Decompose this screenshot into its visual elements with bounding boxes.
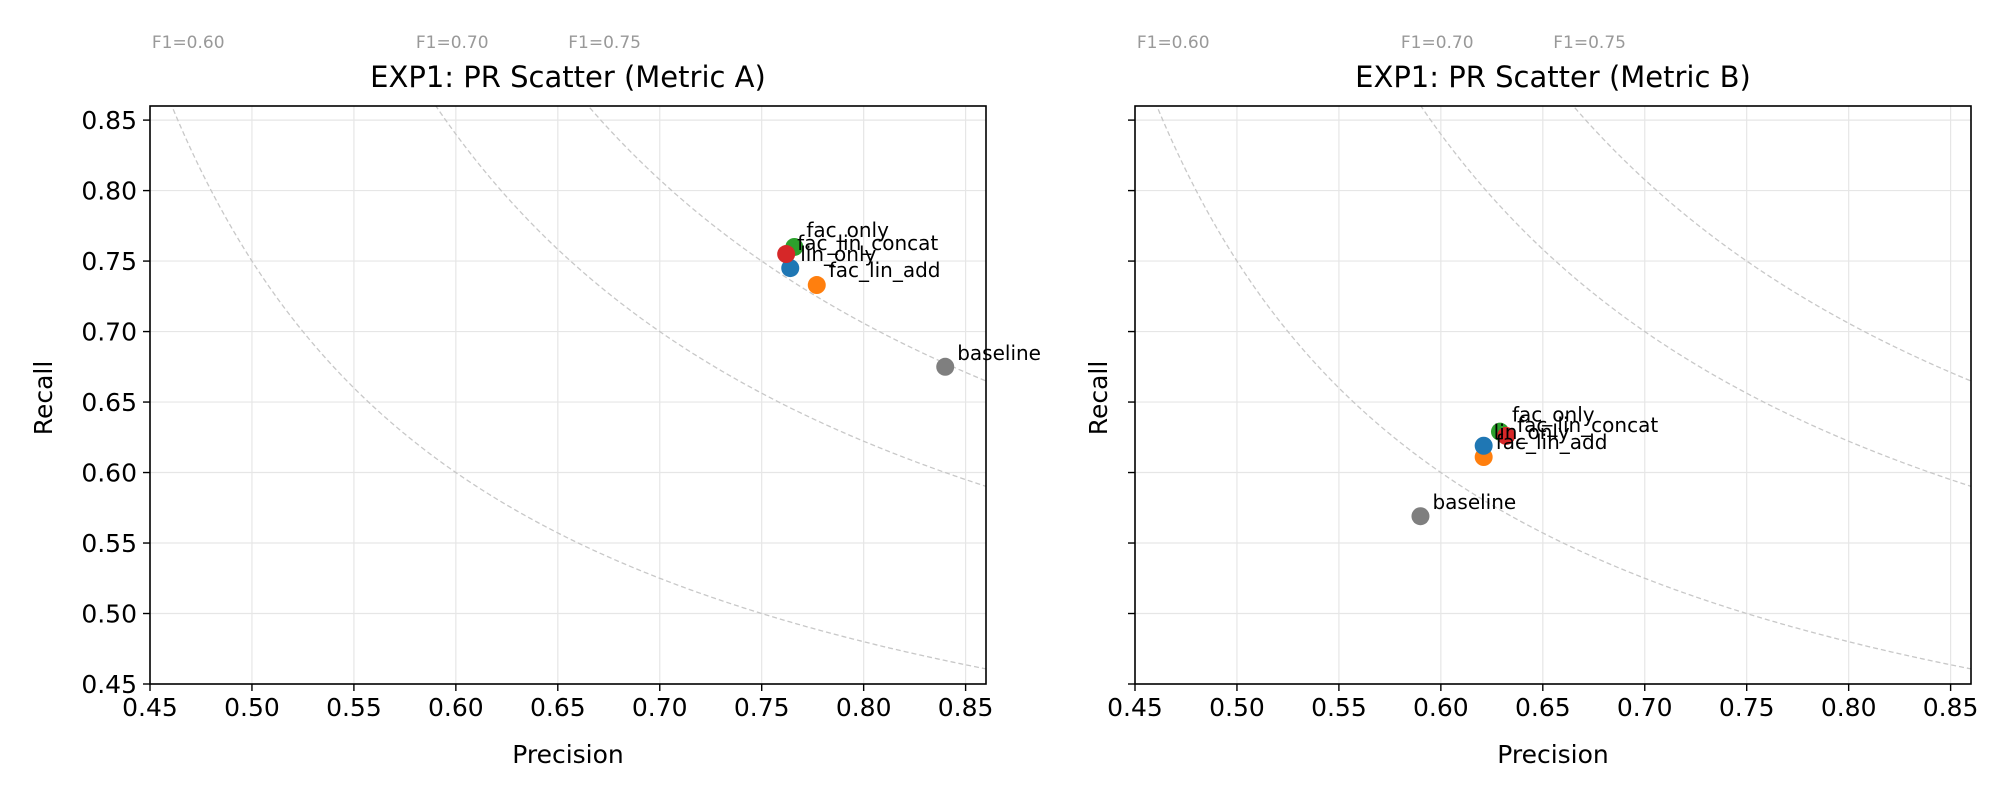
y-tick-label: 0.70 (81, 318, 137, 347)
f1-curve (587, 106, 986, 382)
y-tick-label: 0.60 (81, 459, 137, 488)
x-axis-label: Precision (1497, 740, 1609, 769)
point-label: fac_only (806, 218, 889, 242)
panel-metric-a: EXP1: PR Scatter (Metric A) Precision Re… (29, 33, 1041, 769)
point-label: fac_lin_concat (1517, 413, 1658, 437)
scatter-point (781, 259, 800, 278)
x-tick-label: 0.55 (326, 693, 382, 722)
point-label: baseline (957, 341, 1041, 365)
f1-curve-label: F1=0.70 (1401, 33, 1474, 53)
f1-curve (435, 106, 986, 487)
x-tick-label: 0.75 (1719, 693, 1775, 722)
f1-curve (1420, 106, 1971, 487)
x-tick-label: 0.50 (1209, 693, 1265, 722)
y-tick-label: 0.45 (81, 670, 137, 699)
y-tick-label: 0.80 (81, 177, 137, 206)
x-tick-label: 0.45 (1107, 693, 1163, 722)
point-label: fac_lin_add (829, 258, 941, 282)
f1-curve-label: F1=0.75 (1553, 33, 1626, 53)
f1-curve (1156, 106, 1971, 670)
axes-frame (1134, 105, 1972, 685)
x-tick-label: 0.45 (122, 693, 178, 722)
chart-title: EXP1: PR Scatter (Metric A) (370, 60, 766, 94)
y-tick-label: 0.85 (81, 106, 137, 135)
data-points: fac_onlyfac_lin_concatlin_onlyfac_lin_ad… (1411, 403, 1658, 526)
f1-curve-label: F1=0.75 (568, 33, 641, 53)
f1-curve (171, 106, 986, 670)
x-tick-label: 0.85 (1923, 693, 1979, 722)
point-label: fac_lin_concat (797, 231, 938, 255)
point-label: lin_only (800, 242, 876, 266)
y-axis-label: Recall (1084, 361, 1113, 436)
f1-curves (1156, 106, 1971, 670)
y-axis-label: Recall (29, 361, 58, 436)
scatter-point (1497, 426, 1516, 445)
data-points: fac_onlyfac_lin_concatlin_onlyfac_lin_ad… (777, 218, 1041, 376)
x-tick-label: 0.50 (224, 693, 280, 722)
f1-curve (1572, 106, 1971, 382)
x-tick-label: 0.70 (1617, 693, 1673, 722)
axes-frame (149, 105, 987, 685)
x-tick-label: 0.55 (1311, 693, 1367, 722)
x-tick-label: 0.65 (1515, 693, 1571, 722)
y-tick-label: 0.55 (81, 529, 137, 558)
x-tick-label: 0.60 (1413, 693, 1469, 722)
point-label: baseline (1432, 490, 1516, 514)
x-axis-label: Precision (512, 740, 624, 769)
x-tick-label: 0.60 (428, 693, 484, 722)
point-label: fac_lin_add (1496, 430, 1608, 454)
scatter-point (777, 245, 796, 264)
x-tick-label: 0.80 (1821, 693, 1877, 722)
point-label: lin_only (1494, 420, 1570, 444)
scatter-point (807, 276, 826, 295)
x-tick-label: 0.75 (734, 693, 790, 722)
scatter-point (936, 357, 955, 376)
point-label: fac_only (1512, 403, 1595, 427)
x-tick-label: 0.80 (836, 693, 892, 722)
grid (149, 106, 986, 685)
scatter-point (1474, 436, 1493, 455)
y-tick-label: 0.50 (81, 600, 137, 629)
y-tick-label: 0.65 (81, 388, 137, 417)
f1-curves (171, 106, 986, 670)
x-tick-label: 0.65 (530, 693, 586, 722)
y-tick-label: 0.75 (81, 247, 137, 276)
x-tick-label: 0.85 (938, 693, 994, 722)
grid (1134, 106, 1971, 685)
f1-curve-label: F1=0.60 (152, 33, 225, 53)
f1-curve-label: F1=0.60 (1137, 33, 1210, 53)
panel-metric-b: EXP1: PR Scatter (Metric B) Precision Re… (1084, 33, 1979, 769)
x-tick-label: 0.70 (632, 693, 688, 722)
chart-title: EXP1: PR Scatter (Metric B) (1355, 60, 1751, 94)
scatter-point (1411, 507, 1430, 526)
f1-curve-label: F1=0.70 (416, 33, 489, 53)
